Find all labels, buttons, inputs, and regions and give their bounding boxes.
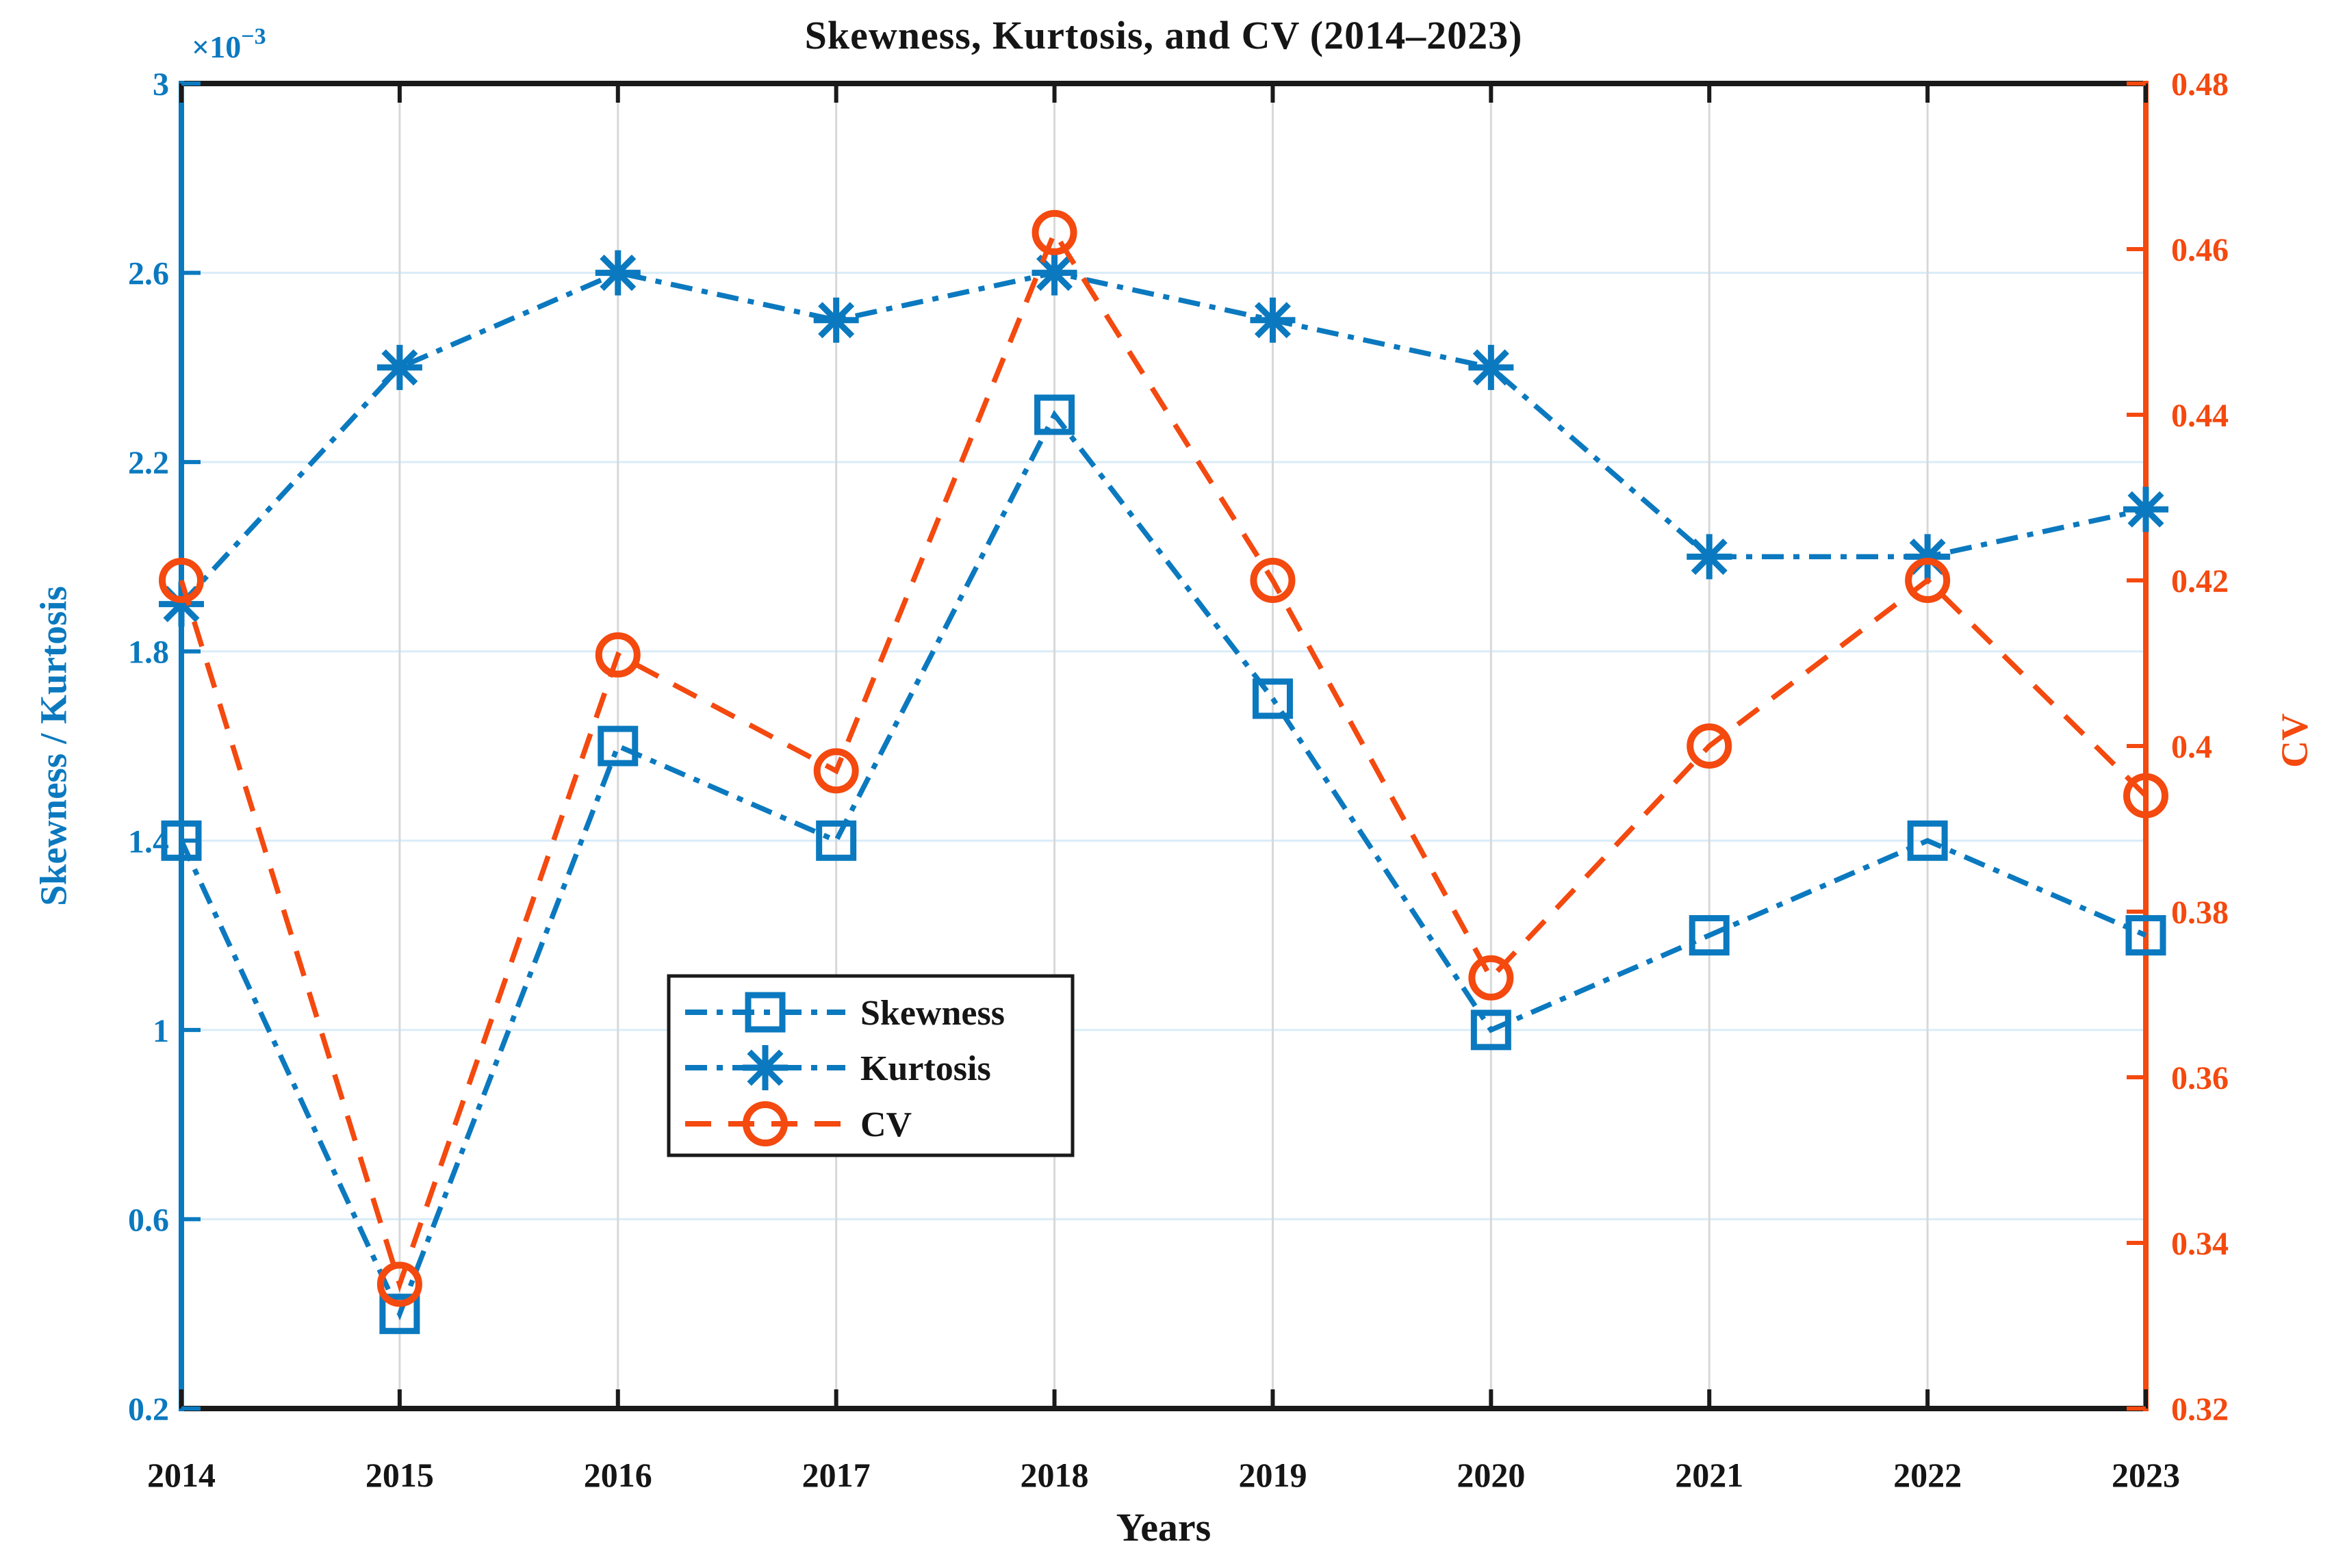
- x-tick-label: 2018: [1021, 1456, 1089, 1494]
- multiplier-exponent: −3: [241, 24, 266, 49]
- right-tick-label: 0.4: [2171, 729, 2212, 765]
- left-tick-label: 0.2: [128, 1391, 169, 1428]
- skewness-line: [179, 410, 2147, 1321]
- cv-marker: [1250, 558, 1296, 603]
- legend-marker-cv: [743, 1101, 788, 1146]
- skewness-marker: [1034, 394, 1075, 435]
- cv-line: [179, 227, 2148, 1293]
- x-tick-label: 2020: [1457, 1456, 1525, 1494]
- cv-marker: [376, 1261, 422, 1307]
- cv-marker: [1905, 558, 1951, 603]
- left-axis-multiplier: ×10−3: [192, 24, 266, 65]
- skewness-marker: [1252, 678, 1293, 719]
- cv-marker: [1468, 955, 1514, 1001]
- legend-label-skewness: Skewness: [860, 994, 1005, 1033]
- legend-marker-kurtosis: [747, 1049, 784, 1086]
- cv-marker: [159, 558, 204, 603]
- x-tick-label: 2023: [2112, 1456, 2180, 1494]
- skewness-marker: [598, 725, 639, 767]
- skewness-marker: [816, 820, 857, 861]
- left-tick-label: 2.6: [128, 256, 169, 292]
- kurtosis-line: [179, 270, 2147, 606]
- skewness-marker: [161, 820, 202, 861]
- x-axis-label: Years: [1116, 1505, 1212, 1550]
- kurtosis-marker: [1472, 349, 1509, 386]
- left-tick-label: 3: [153, 66, 169, 103]
- cv-marker: [1687, 723, 1732, 769]
- skewness-marker: [379, 1294, 420, 1335]
- skewness-marker: [2125, 915, 2166, 956]
- x-tick-label: 2016: [584, 1456, 652, 1494]
- x-tick-label: 2022: [1893, 1456, 1962, 1494]
- right-tick-label: 0.46: [2171, 232, 2229, 268]
- right-tick-label: 0.48: [2171, 66, 2229, 103]
- right-tick-label: 0.42: [2171, 563, 2229, 600]
- left-y-axis-label: Skewness / Kurtosis: [32, 586, 75, 906]
- x-tick-label: 2021: [1675, 1456, 1743, 1494]
- x-tick-label: 2015: [366, 1456, 434, 1494]
- skewness-marker: [1470, 1010, 1511, 1051]
- chart-title: Skewness, Kurtosis, and CV (2014–2023): [804, 13, 1523, 57]
- skewness-marker: [1907, 820, 1948, 861]
- cv-marker: [1031, 209, 1077, 255]
- kurtosis-marker: [1691, 538, 1728, 575]
- left-tick-label: 0.6: [128, 1202, 169, 1238]
- cv-marker: [595, 632, 641, 678]
- kurtosis-marker: [1254, 302, 1291, 339]
- kurtosis-marker: [381, 349, 418, 386]
- kurtosis-marker: [1036, 255, 1073, 292]
- skewness-marker: [1689, 915, 1730, 956]
- kurtosis-marker: [2127, 491, 2164, 528]
- legend-label-cv: CV: [860, 1105, 912, 1144]
- kurtosis-marker: [818, 302, 855, 339]
- right-tick-label: 0.32: [2171, 1391, 2229, 1428]
- left-tick-label: 1: [153, 1013, 169, 1049]
- legend-label-kurtosis: Kurtosis: [860, 1049, 991, 1088]
- legend-marker-skewness: [745, 992, 786, 1033]
- multiplier-base: ×10: [192, 29, 242, 64]
- right-tick-label: 0.38: [2171, 895, 2229, 931]
- x-tick-label: 2019: [1238, 1456, 1307, 1494]
- left-tick-label: 1.8: [128, 634, 169, 671]
- x-tick-label: 2014: [147, 1456, 216, 1494]
- cv-marker: [813, 748, 859, 794]
- right-tick-label: 0.34: [2171, 1226, 2229, 1262]
- kurtosis-marker: [600, 255, 637, 292]
- right-y-axis-label: CV: [2273, 713, 2316, 768]
- cv-marker: [2123, 773, 2168, 819]
- left-tick-label: 2.2: [128, 445, 169, 481]
- x-tick-label: 2017: [802, 1456, 871, 1494]
- right-tick-label: 0.36: [2171, 1060, 2229, 1096]
- right-tick-label: 0.44: [2171, 398, 2229, 434]
